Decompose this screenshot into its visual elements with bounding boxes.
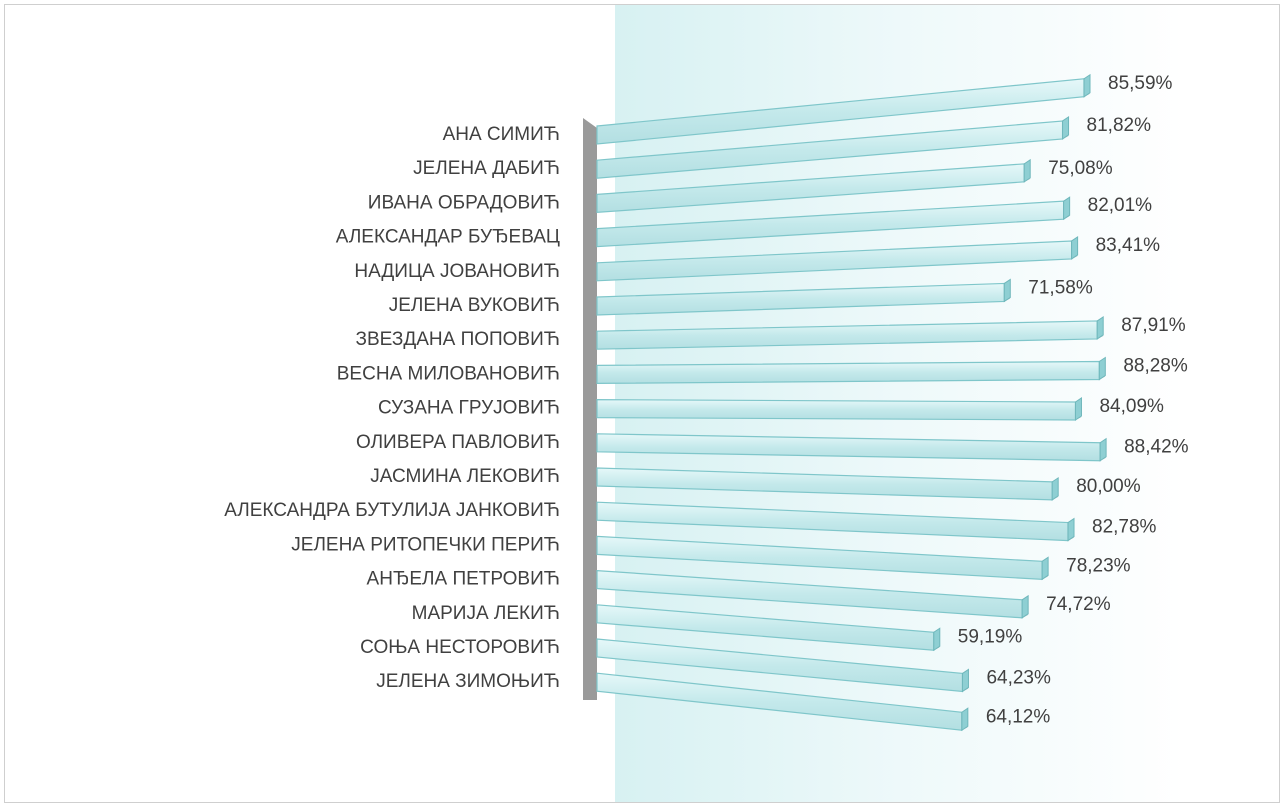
bar: [596, 360, 1100, 385]
value-label: 81,82%: [1087, 115, 1152, 136]
category-label: СУЗАНА ГРУЈОВИЋ: [378, 398, 560, 419]
bar-end: [1063, 196, 1071, 221]
value-label: 71,58%: [1028, 277, 1093, 298]
category-label: АЛЕКСАНДРА БУТУЛИЈА ЈАНКОВИЋ: [224, 500, 560, 521]
category-label: НАДИЦА ЈОВАНОВИЋ: [354, 261, 560, 282]
bar-end: [1003, 278, 1011, 303]
category-label: ЈЕЛЕНА ДАБИЋ: [413, 158, 560, 179]
category-label: ВЕСНА МИЛОВАНОВИЋ: [337, 363, 560, 384]
value-label: 88,28%: [1123, 356, 1188, 377]
category-label: ЈАСМИНА ЛЕКОВИЋ: [370, 466, 560, 487]
bar-end: [1096, 316, 1104, 340]
category-label: ОЛИВЕРА ПАВЛОВИЋ: [356, 432, 560, 453]
bar-end: [1041, 556, 1049, 581]
wall: [583, 118, 597, 700]
value-label: 64,12%: [986, 706, 1051, 727]
value-label: 59,19%: [958, 626, 1023, 647]
bar-end: [933, 627, 941, 652]
bar-end: [1071, 236, 1079, 260]
bar-end: [961, 707, 969, 732]
category-label: ЈЕЛЕНА ВУКОВИЋ: [389, 295, 560, 316]
category-label: АНА СИМИЋ: [443, 124, 560, 145]
value-label: 75,08%: [1048, 158, 1113, 179]
value-label: 85,59%: [1108, 73, 1173, 94]
bar-end: [1062, 116, 1070, 140]
value-label: 88,42%: [1124, 437, 1189, 458]
bar-end: [1023, 158, 1031, 183]
category-label: ЈЕЛЕНА ЗИМОЊИЋ: [376, 671, 560, 692]
bar-end: [1099, 437, 1107, 462]
bar-end: [1098, 356, 1106, 381]
category-label: ИВАНА ОБРАДОВИЋ: [368, 192, 560, 213]
bar-end: [1021, 594, 1029, 619]
category-label: АЛЕКСАНДАР БУЂЕВАЦ: [336, 227, 560, 248]
bar-end: [1067, 517, 1075, 542]
value-label: 83,41%: [1096, 235, 1161, 256]
value-label: 80,00%: [1076, 476, 1141, 497]
category-label: ЗВЕЗДАНА ПОПОВИЋ: [355, 329, 560, 350]
value-label: 82,78%: [1092, 517, 1157, 538]
value-label: 64,23%: [986, 667, 1051, 688]
value-label: 84,09%: [1099, 396, 1164, 417]
category-label: ЈЕЛЕНА РИТОПЕЧКИ ПЕРИЋ: [291, 534, 560, 555]
bar-end: [1083, 73, 1091, 98]
category-label: СОЊА НЕСТОРОВИЋ: [360, 637, 560, 658]
value-label: 78,23%: [1066, 555, 1131, 576]
bar-end: [1074, 397, 1082, 421]
value-label: 74,72%: [1046, 594, 1111, 615]
category-label: АНЂЕЛА ПЕТРОВИЋ: [367, 569, 560, 590]
bar-end: [1051, 476, 1059, 501]
bar: [596, 398, 1077, 421]
value-label: 82,01%: [1088, 195, 1153, 216]
category-label: МАРИЈА ЛЕКИЋ: [412, 603, 560, 624]
bar-end: [961, 668, 969, 693]
value-label: 87,91%: [1121, 315, 1186, 336]
